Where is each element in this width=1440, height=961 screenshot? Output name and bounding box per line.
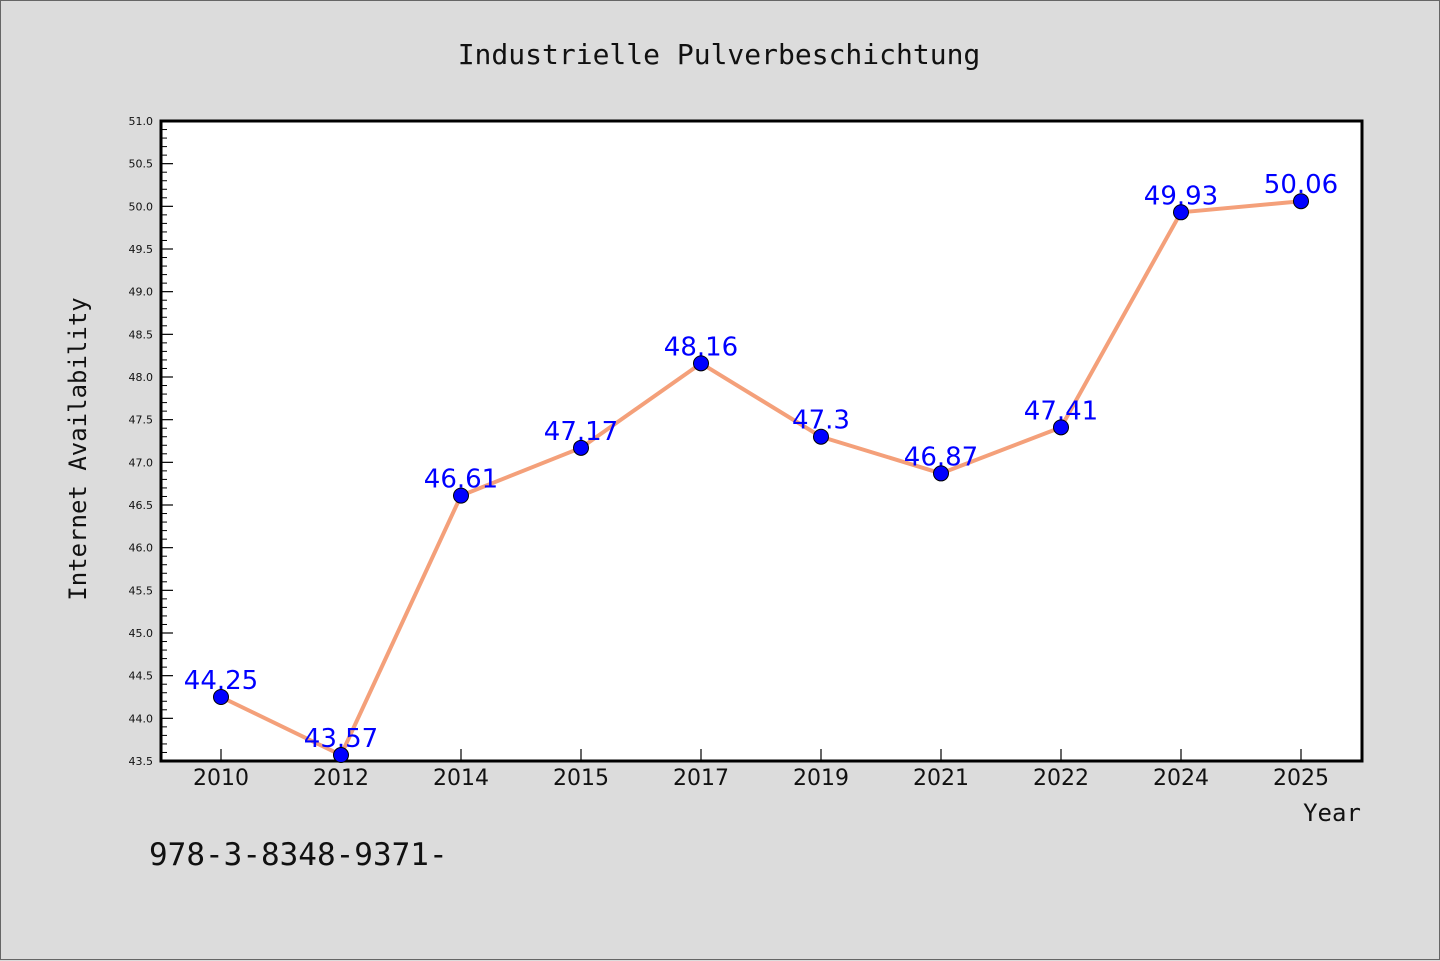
data-label: 47.41	[1024, 396, 1098, 426]
data-point	[213, 689, 229, 705]
y-tick-label: 48.0	[129, 371, 154, 384]
y-tick-label: 51.0	[129, 115, 154, 128]
x-tick-label: 2014	[433, 766, 489, 791]
x-tick-label: 2022	[1033, 766, 1089, 791]
footnote: 978-3-8348-9371-	[149, 837, 448, 873]
x-tick-label: 2015	[553, 766, 609, 791]
data-point	[933, 465, 949, 482]
y-tick-label: 49.5	[129, 243, 154, 256]
data-point	[693, 355, 709, 372]
y-tick-label: 50.5	[129, 158, 154, 171]
data-point	[1053, 419, 1069, 436]
data-label: 49.93	[1144, 181, 1218, 211]
y-tick-label: 46.0	[129, 542, 154, 555]
data-label: 43.57	[304, 724, 378, 754]
data-label: 44.25	[184, 666, 258, 696]
data-labels: 44.25 43.57 46.61 47.17 48.16 47.3 46.87 47.41 4…	[184, 170, 1338, 754]
chart-title: Industrielle Pulverbeschichtung	[458, 38, 981, 71]
series	[213, 193, 1309, 764]
y-tick-label: 47.5	[129, 414, 154, 427]
data-label: 47.17	[544, 417, 618, 447]
y-tick-label: 44.5	[129, 670, 154, 683]
y-tick-label: 48.5	[129, 328, 154, 341]
y-tick-label: 49.0	[129, 286, 154, 299]
data-label: 50.06	[1264, 170, 1338, 200]
data-point	[1293, 193, 1309, 210]
data-point	[453, 487, 469, 504]
y-tick-label: 45.0	[129, 627, 154, 640]
y-axis-label: Internet Availability	[64, 297, 92, 600]
data-label: 47.3	[792, 406, 850, 436]
x-tick-label: 2012	[313, 766, 369, 791]
y-tick-label: 47.0	[129, 456, 154, 469]
data-label: 48.16	[664, 332, 738, 362]
x-tick-label: 2025	[1273, 766, 1329, 791]
x-axis-label: Year	[1303, 799, 1361, 827]
data-point	[333, 747, 349, 764]
data-point	[1173, 204, 1189, 221]
y-tick-label: 44.0	[129, 712, 154, 725]
x-tick-label: 2024	[1153, 766, 1209, 791]
y-tick-label: 45.5	[129, 584, 154, 597]
data-label: 46.61	[424, 465, 498, 495]
x-axis: 2010 2012 2014 2015 2017 2019 2021 2022 2024 2025	[193, 749, 1329, 791]
series-line	[220, 199, 1302, 758]
x-tick-label: 2010	[193, 766, 249, 791]
y-tick-label: 43.5	[129, 755, 154, 768]
y-axis: 43.5 44.0 44.5 45.0 45.5 46.0 46.5 47.0 47.5 48.0…	[129, 115, 173, 768]
x-tick-label: 2021	[913, 766, 969, 791]
plot-area	[159, 119, 1364, 763]
x-tick-label: 2017	[673, 766, 729, 791]
y-tick-label: 50.0	[129, 200, 154, 213]
x-tick-label: 2019	[793, 766, 849, 791]
data-label: 46.87	[904, 442, 978, 472]
y-tick-label: 46.5	[129, 499, 154, 512]
data-point	[573, 439, 589, 456]
data-point	[813, 428, 829, 445]
